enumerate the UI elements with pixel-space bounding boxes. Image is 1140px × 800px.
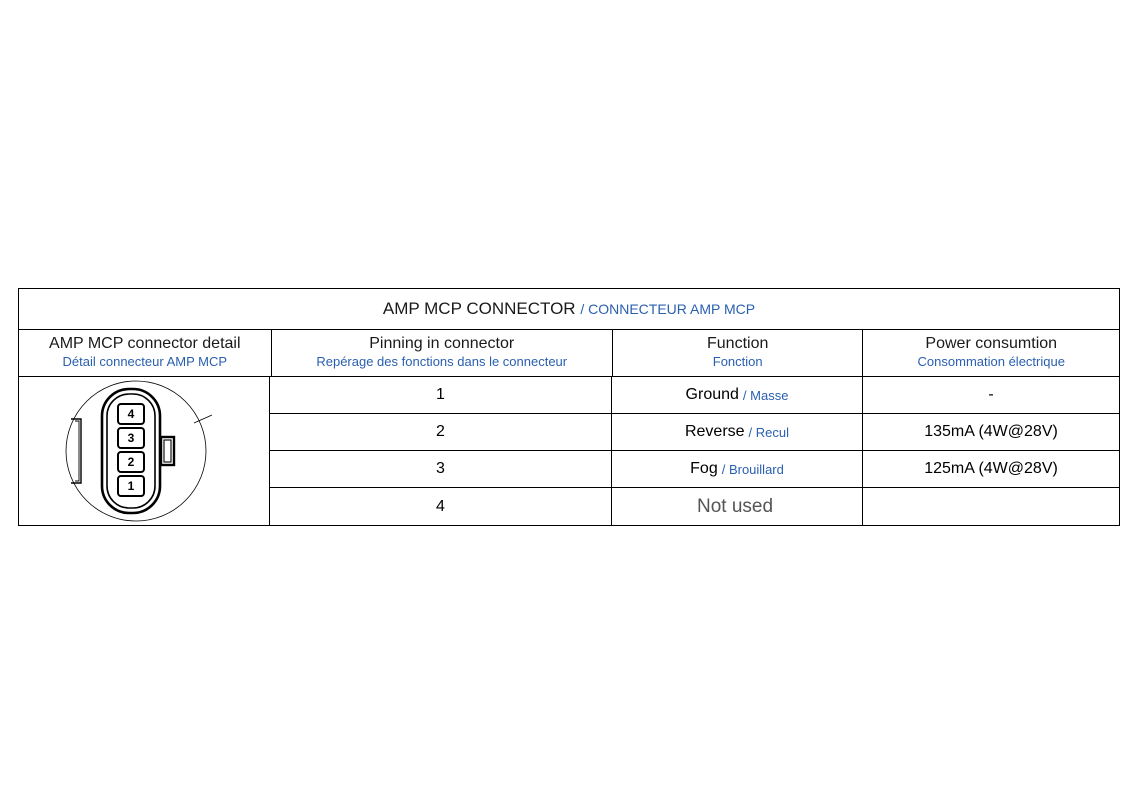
cell-power: - — [863, 377, 1119, 413]
cell-pin: 3 — [270, 451, 612, 487]
cell-func: Not used — [612, 488, 863, 525]
table-body: 4 3 2 1 1 Ground / Masse - — [19, 377, 1119, 525]
pin-label-2: 2 — [128, 455, 135, 469]
header-function: Function Fonction — [613, 330, 864, 376]
table-row: 2 Reverse / Recul 135mA (4W@28V) — [270, 414, 1119, 451]
connector-diagram-cell: 4 3 2 1 — [19, 377, 270, 525]
table-title: AMP MCP CONNECTOR / CONNECTEUR AMP MCP — [19, 289, 1119, 330]
connector-table: AMP MCP CONNECTOR / CONNECTEUR AMP MCP A… — [18, 288, 1120, 526]
cell-func: Fog / Brouillard — [612, 451, 863, 487]
header-pin: Pinning in connector Repérage des foncti… — [272, 330, 613, 376]
pin-label-4: 4 — [128, 407, 135, 421]
table-row: 4 Not used — [270, 488, 1119, 525]
cell-pin: 2 — [270, 414, 612, 450]
table-row: 1 Ground / Masse - — [270, 377, 1119, 414]
header-power: Power consumtion Consommation électrique — [863, 330, 1119, 376]
cell-power — [863, 488, 1119, 525]
pin-label-3: 3 — [128, 431, 135, 445]
table-title-en: AMP MCP CONNECTOR — [383, 299, 576, 318]
data-rows: 1 Ground / Masse - 2 Reverse / Recul 135… — [270, 377, 1119, 525]
pin-label-1: 1 — [128, 479, 135, 493]
cell-func: Ground / Masse — [612, 377, 863, 413]
table-row: 3 Fog / Brouillard 125mA (4W@28V) — [270, 451, 1119, 488]
cell-power: 125mA (4W@28V) — [863, 451, 1119, 487]
cell-pin: 1 — [270, 377, 612, 413]
header-detail: AMP MCP connector detail Détail connecte… — [19, 330, 272, 376]
connector-diagram-icon: 4 3 2 1 — [64, 377, 224, 525]
table-title-fr: / CONNECTEUR AMP MCP — [580, 301, 755, 317]
cell-pin: 4 — [270, 488, 612, 525]
cell-func: Reverse / Recul — [612, 414, 863, 450]
table-headers: AMP MCP connector detail Détail connecte… — [19, 330, 1119, 377]
cell-power: 135mA (4W@28V) — [863, 414, 1119, 450]
